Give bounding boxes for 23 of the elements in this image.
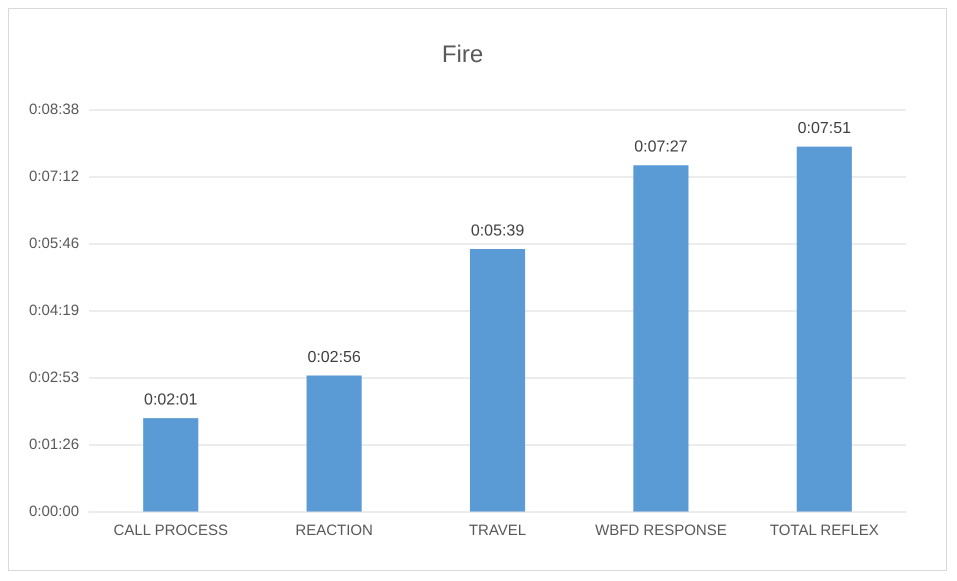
x-tick-label: WBFD RESPONSE [595,522,727,540]
bar [470,248,526,512]
data-label: 0:02:56 [307,348,361,366]
y-tick-label: 0:02:53 [29,369,80,386]
x-tick-label: CALL PROCESS [113,522,228,540]
data-label: 0:07:51 [798,120,852,137]
y-tick-label: 0:00:00 [29,503,80,520]
y-tick-label: 0:01:26 [29,436,80,454]
data-label: 0:02:01 [144,392,198,409]
data-label: 0:07:27 [634,138,688,156]
y-tick-label: 0:07:12 [29,168,80,185]
bar [633,165,688,512]
y-tick-label: 0:08:38 [29,100,80,118]
y-tick-label: 0:05:46 [29,235,80,252]
bar [306,375,362,512]
bar [796,146,852,512]
data-label: 0:05:39 [470,222,524,240]
x-tick-label: REACTION [295,522,373,540]
y-tick-label: 0:04:19 [29,302,80,320]
x-tick-label: TRAVEL [468,522,526,540]
chart-title: Fire [442,41,484,68]
x-tick-label: TOTAL REFLEX [770,522,879,540]
bar [143,418,198,512]
